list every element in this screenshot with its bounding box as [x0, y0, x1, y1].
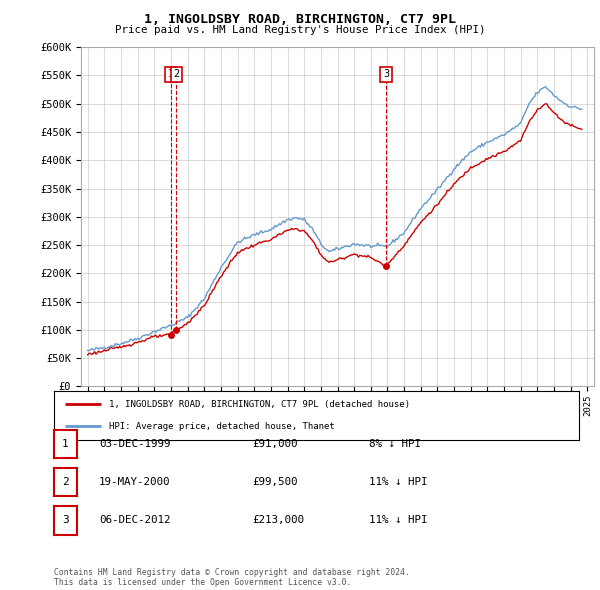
Text: 1, INGOLDSBY ROAD, BIRCHINGTON, CT7 9PL: 1, INGOLDSBY ROAD, BIRCHINGTON, CT7 9PL [144, 13, 456, 26]
Text: £99,500: £99,500 [252, 477, 298, 487]
Text: £213,000: £213,000 [252, 516, 304, 525]
Text: 3: 3 [62, 516, 69, 525]
Text: 8% ↓ HPI: 8% ↓ HPI [369, 439, 421, 448]
Text: 2: 2 [173, 70, 179, 79]
Text: 3: 3 [383, 70, 389, 79]
Text: 06-DEC-2012: 06-DEC-2012 [99, 516, 170, 525]
Text: 11% ↓ HPI: 11% ↓ HPI [369, 516, 427, 525]
Text: 1: 1 [168, 70, 174, 79]
Text: 19-MAY-2000: 19-MAY-2000 [99, 477, 170, 487]
Text: 1, INGOLDSBY ROAD, BIRCHINGTON, CT7 9PL (detached house): 1, INGOLDSBY ROAD, BIRCHINGTON, CT7 9PL … [109, 400, 410, 409]
Text: Price paid vs. HM Land Registry's House Price Index (HPI): Price paid vs. HM Land Registry's House … [115, 25, 485, 35]
Text: Contains HM Land Registry data © Crown copyright and database right 2024.
This d: Contains HM Land Registry data © Crown c… [54, 568, 410, 587]
Text: HPI: Average price, detached house, Thanet: HPI: Average price, detached house, Than… [109, 422, 335, 431]
Text: 1: 1 [62, 439, 69, 448]
Text: 11% ↓ HPI: 11% ↓ HPI [369, 477, 427, 487]
Text: 2: 2 [62, 477, 69, 487]
Text: 03-DEC-1999: 03-DEC-1999 [99, 439, 170, 448]
Text: £91,000: £91,000 [252, 439, 298, 448]
